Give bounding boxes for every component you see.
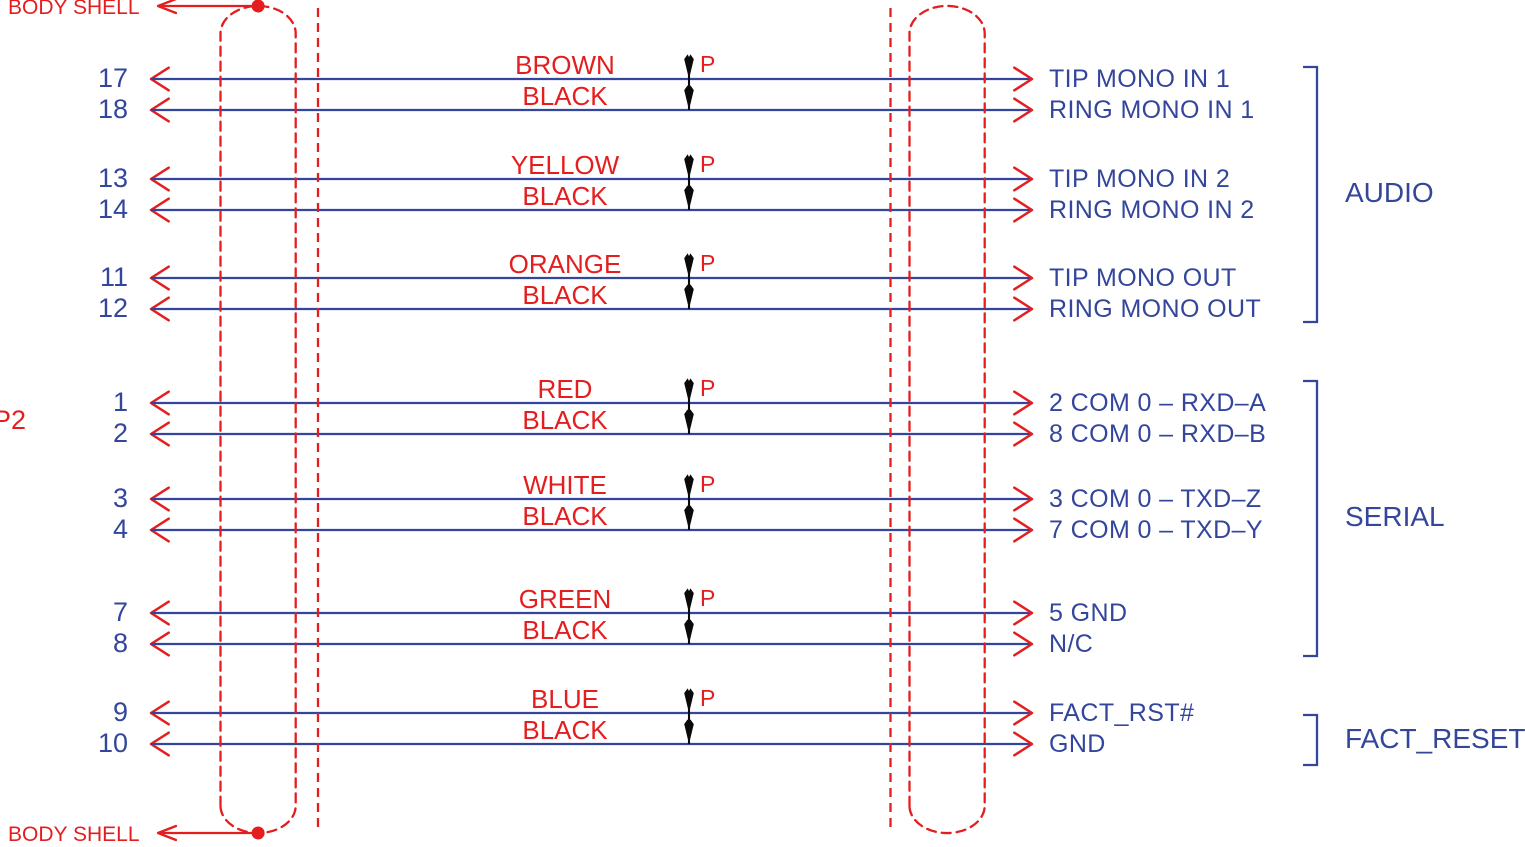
svg-text:BLACK: BLACK bbox=[522, 615, 608, 645]
svg-text:P: P bbox=[700, 471, 715, 497]
svg-text:BODY SHELL: BODY SHELL bbox=[8, 823, 140, 846]
svg-text:4: 4 bbox=[113, 514, 128, 544]
svg-text:17: 17 bbox=[98, 63, 128, 93]
svg-text:GND: GND bbox=[1049, 730, 1106, 758]
svg-text:WHITE: WHITE bbox=[523, 470, 607, 500]
svg-text:BODY SHELL: BODY SHELL bbox=[8, 0, 140, 19]
svg-text:3: 3 bbox=[113, 483, 128, 513]
svg-text:8: 8 bbox=[113, 628, 128, 658]
svg-text:BLACK: BLACK bbox=[522, 280, 608, 310]
svg-text:FACT_RESET: FACT_RESET bbox=[1345, 723, 1525, 754]
svg-text:ORANGE: ORANGE bbox=[509, 249, 622, 279]
svg-text:BLACK: BLACK bbox=[522, 501, 608, 531]
svg-text:13: 13 bbox=[98, 163, 128, 193]
svg-text:TIP MONO IN 2: TIP MONO IN 2 bbox=[1049, 165, 1230, 193]
svg-text:8 COM 0 – RXD–B: 8 COM 0 – RXD–B bbox=[1049, 420, 1266, 448]
svg-text:BLACK: BLACK bbox=[522, 715, 608, 745]
svg-text:BLACK: BLACK bbox=[522, 81, 608, 111]
svg-text:YELLOW: YELLOW bbox=[511, 150, 620, 180]
svg-text:5 GND: 5 GND bbox=[1049, 599, 1127, 627]
svg-text:12: 12 bbox=[98, 293, 128, 323]
svg-text:3 COM 0 – TXD–Z: 3 COM 0 – TXD–Z bbox=[1049, 485, 1262, 513]
svg-text:TIP MONO IN 1: TIP MONO IN 1 bbox=[1049, 65, 1230, 93]
svg-text:P: P bbox=[700, 51, 715, 77]
svg-text:GREEN: GREEN bbox=[519, 584, 611, 614]
svg-text:FACT_RST#: FACT_RST# bbox=[1049, 699, 1194, 727]
svg-text:RING MONO IN 1: RING MONO IN 1 bbox=[1049, 96, 1255, 124]
svg-text:SERIAL: SERIAL bbox=[1345, 501, 1445, 532]
svg-text:AUDIO: AUDIO bbox=[1345, 177, 1434, 208]
svg-text:N/C: N/C bbox=[1049, 630, 1093, 658]
svg-text:18: 18 bbox=[98, 94, 128, 124]
svg-text:BLACK: BLACK bbox=[522, 181, 608, 211]
svg-text:BROWN: BROWN bbox=[515, 50, 615, 80]
svg-text:P2: P2 bbox=[0, 405, 26, 435]
svg-text:7 COM 0 – TXD–Y: 7 COM 0 – TXD–Y bbox=[1049, 516, 1263, 544]
svg-text:7: 7 bbox=[113, 597, 128, 627]
svg-text:14: 14 bbox=[98, 194, 128, 224]
svg-text:9: 9 bbox=[113, 697, 128, 727]
svg-text:RED: RED bbox=[538, 374, 593, 404]
svg-text:11: 11 bbox=[100, 262, 128, 292]
svg-text:P: P bbox=[700, 375, 715, 401]
svg-text:BLUE: BLUE bbox=[531, 684, 599, 714]
svg-text:P: P bbox=[700, 685, 715, 711]
svg-text:BLACK: BLACK bbox=[522, 405, 608, 435]
svg-text:P: P bbox=[700, 151, 715, 177]
svg-text:RING MONO IN 2: RING MONO IN 2 bbox=[1049, 196, 1255, 224]
svg-text:2: 2 bbox=[113, 418, 128, 448]
svg-text:1: 1 bbox=[113, 387, 128, 417]
svg-text:2 COM 0 – RXD–A: 2 COM 0 – RXD–A bbox=[1049, 389, 1266, 417]
svg-text:TIP MONO OUT: TIP MONO OUT bbox=[1049, 264, 1237, 292]
svg-text:P: P bbox=[700, 585, 715, 611]
svg-text:RING MONO OUT: RING MONO OUT bbox=[1049, 295, 1261, 323]
svg-text:10: 10 bbox=[98, 728, 128, 758]
svg-text:P: P bbox=[700, 250, 715, 276]
